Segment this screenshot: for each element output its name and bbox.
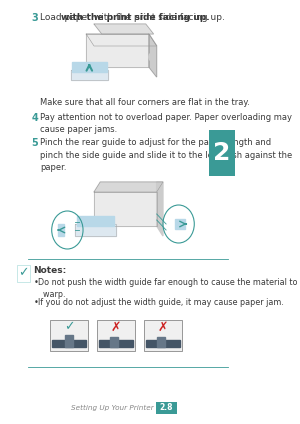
Text: 2: 2 [213, 141, 231, 165]
Text: 3: 3 [31, 13, 38, 23]
Text: Pay attention not to overload paper. Paper overloading may
cause paper jams.: Pay attention not to overload paper. Pap… [40, 113, 292, 134]
Polygon shape [75, 224, 116, 236]
Polygon shape [72, 62, 106, 72]
FancyBboxPatch shape [155, 402, 177, 413]
Text: ✓: ✓ [64, 321, 74, 334]
Text: 4: 4 [31, 113, 38, 123]
Text: Do not push the width guide far enough to cause the material to
  warp.: Do not push the width guide far enough t… [38, 278, 298, 299]
Polygon shape [176, 219, 185, 229]
Polygon shape [99, 340, 133, 347]
Polygon shape [157, 337, 164, 347]
Polygon shape [65, 335, 73, 347]
Text: Setting Up Your Printer: Setting Up Your Printer [71, 405, 154, 411]
Circle shape [149, 53, 155, 61]
Polygon shape [94, 192, 157, 226]
Polygon shape [149, 34, 157, 77]
Polygon shape [146, 340, 180, 347]
Text: 2.8: 2.8 [159, 403, 173, 412]
Text: If you do not adjust the width guide, it may cause paper jam.: If you do not adjust the width guide, it… [38, 298, 284, 307]
Text: with the print side facing up.: with the print side facing up. [61, 13, 210, 22]
Text: Notes:: Notes: [33, 266, 66, 275]
FancyBboxPatch shape [50, 320, 88, 351]
Polygon shape [77, 216, 114, 226]
Text: ✗: ✗ [158, 321, 168, 334]
Text: ✗: ✗ [111, 321, 121, 334]
Polygon shape [94, 182, 163, 192]
FancyBboxPatch shape [97, 320, 135, 351]
Polygon shape [157, 182, 163, 236]
FancyBboxPatch shape [144, 320, 182, 351]
Text: ✓: ✓ [18, 267, 29, 279]
Polygon shape [86, 34, 157, 46]
Text: Pinch the rear guide to adjust for the paper length and
pinch the side guide and: Pinch the rear guide to adjust for the p… [40, 138, 292, 172]
Text: Make sure that all four corners are flat in the tray.: Make sure that all four corners are flat… [40, 98, 250, 107]
Text: 5: 5 [31, 138, 38, 148]
Polygon shape [58, 224, 64, 236]
Text: Load paper with the print side facing up.: Load paper with the print side facing up… [40, 13, 225, 22]
FancyBboxPatch shape [17, 265, 30, 282]
Polygon shape [86, 34, 149, 67]
Text: •: • [34, 298, 39, 307]
Polygon shape [94, 24, 154, 34]
Polygon shape [110, 337, 118, 347]
FancyBboxPatch shape [209, 130, 235, 176]
Polygon shape [70, 70, 108, 80]
Text: •: • [34, 278, 39, 287]
Polygon shape [52, 340, 86, 347]
